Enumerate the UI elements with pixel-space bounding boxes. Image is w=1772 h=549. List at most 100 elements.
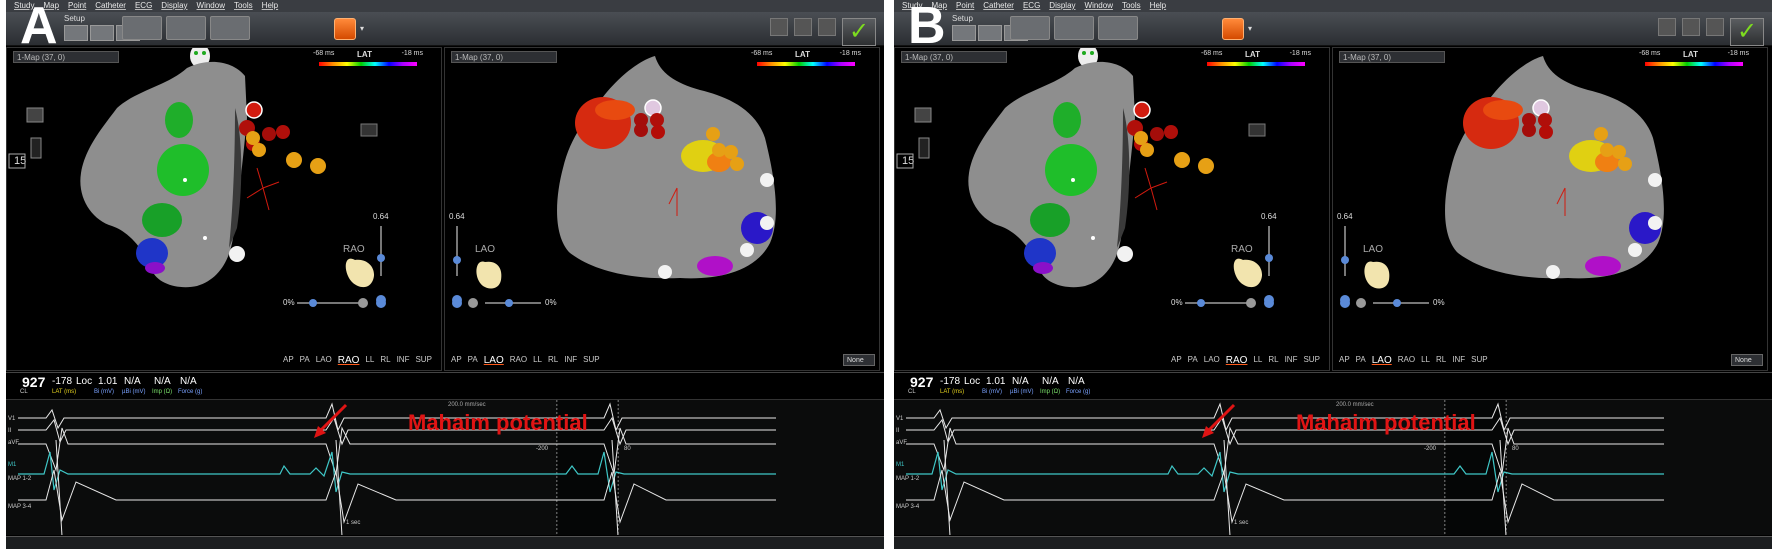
view-inf[interactable]: INF	[1284, 355, 1298, 364]
view-lao[interactable]: LAO	[1203, 355, 1220, 364]
micro-bipolar-value: N/A	[1012, 376, 1029, 387]
view-sup[interactable]: SUP	[1303, 355, 1320, 364]
view-sup[interactable]: SUP	[583, 355, 600, 364]
menu-window[interactable]: Window	[1084, 1, 1113, 10]
view-pa[interactable]: PA	[299, 355, 310, 364]
view-ap[interactable]: AP	[1339, 355, 1350, 364]
channel-ii: II	[8, 428, 12, 434]
snapshot-button[interactable]	[1222, 18, 1244, 40]
menu-point[interactable]: Point	[68, 1, 87, 10]
view-sup[interactable]: SUP	[415, 355, 432, 364]
checkmark-icon[interactable]: ✓	[842, 18, 876, 46]
view-lao[interactable]: LAO	[1371, 355, 1392, 366]
lat-min: -68 ms	[1201, 50, 1223, 57]
view-pa[interactable]: PA	[1187, 355, 1198, 364]
view-ll[interactable]: LL	[1253, 355, 1263, 364]
chevron-down-icon[interactable]: ▾	[1248, 24, 1253, 33]
map-selector[interactable]: 1-Map (37, 0)	[1339, 51, 1445, 63]
overlay-dropdown[interactable]: None	[1731, 354, 1763, 366]
view-rao[interactable]: RAO	[1225, 355, 1248, 366]
menu-ecg[interactable]: ECG	[1022, 1, 1041, 10]
view-ap[interactable]: AP	[283, 355, 294, 364]
snapshot-button[interactable]	[334, 18, 356, 40]
view-rl[interactable]: RL	[1436, 355, 1447, 364]
map-view-right[interactable]: 1-Map (37, 0) -68 ms LAT -18 ms	[1332, 47, 1768, 371]
view-rao[interactable]: RAO	[337, 355, 360, 366]
menu-catheter[interactable]: Catheter	[95, 1, 126, 10]
map-selector[interactable]: 1-Map (37, 0)	[13, 51, 119, 63]
toolbar-button-2[interactable]	[90, 25, 114, 41]
view-ap[interactable]: AP	[451, 355, 462, 364]
menu-point[interactable]: Point	[956, 1, 975, 10]
ecg-strip[interactable]: 200.0 mm/sec V1 II aVF M1 MAP 1-2 MAP 3-…	[6, 399, 884, 535]
record-icon[interactable]	[794, 18, 812, 36]
menu-study[interactable]: Study	[14, 1, 35, 10]
anatomy-mesh[interactable]	[1333, 48, 1768, 371]
menu-ecg[interactable]: ECG	[134, 1, 153, 10]
view-sup[interactable]: SUP	[1471, 355, 1488, 364]
menu-help[interactable]: Help	[261, 1, 279, 10]
record-icon[interactable]	[1682, 18, 1700, 36]
map-view-left[interactable]: 1-Map (37, 0) -68 ms LAT -18 ms	[6, 47, 442, 371]
lat-unit: LAT (ms)	[940, 389, 965, 395]
toolbar-button-4[interactable]	[122, 16, 162, 40]
menu-display[interactable]: Display	[1049, 1, 1076, 10]
view-lao[interactable]: LAO	[315, 355, 332, 364]
map-selector[interactable]: 1-Map (37, 0)	[451, 51, 557, 63]
menu-help[interactable]: Help	[1149, 1, 1167, 10]
heart-icon[interactable]	[818, 18, 836, 36]
panel-label: A	[20, 0, 58, 55]
heart-icon[interactable]	[1706, 18, 1724, 36]
view-ll[interactable]: LL	[365, 355, 375, 364]
toolbar-button-5[interactable]	[1054, 16, 1094, 40]
view-rl[interactable]: RL	[1268, 355, 1279, 364]
menu-window[interactable]: Window	[196, 1, 225, 10]
menu-map[interactable]: Map	[931, 1, 948, 10]
toolbar-button-4[interactable]	[1010, 16, 1050, 40]
ecg-scrollbar[interactable]	[894, 536, 1772, 549]
map-view-right[interactable]: 1-Map (37, 0) -68 ms LAT -18 ms	[444, 47, 880, 371]
view-rao[interactable]: RAO	[509, 355, 528, 364]
anatomy-mesh[interactable]: 15	[7, 48, 442, 371]
view-inf[interactable]: INF	[1452, 355, 1466, 364]
lat-label: LAT	[357, 50, 372, 59]
view-rao[interactable]: RAO	[1397, 355, 1416, 364]
impedance-unit: Imp (Ω)	[152, 389, 173, 395]
menu-display[interactable]: Display	[161, 1, 188, 10]
toolbar-button-5[interactable]	[166, 16, 206, 40]
view-ap[interactable]: AP	[1171, 355, 1182, 364]
view-rl[interactable]: RL	[548, 355, 559, 364]
toolbar-button-1[interactable]	[64, 25, 88, 41]
map-selector[interactable]: 1-Map (37, 0)	[901, 51, 1007, 63]
anatomy-mesh[interactable]	[445, 48, 880, 371]
ecg-scrollbar[interactable]	[6, 536, 884, 549]
monitor-icon[interactable]	[770, 18, 788, 36]
menu-study[interactable]: Study	[902, 1, 923, 10]
menu-map[interactable]: Map	[43, 1, 60, 10]
activation-purple	[1585, 256, 1621, 276]
chevron-down-icon[interactable]: ▾	[360, 24, 365, 33]
toolbar-button-2[interactable]	[978, 25, 1002, 41]
activation-green-2	[1045, 144, 1097, 196]
anatomy-mesh[interactable]: 15	[895, 48, 1330, 371]
view-pa[interactable]: PA	[467, 355, 478, 364]
menu-tools[interactable]: Tools	[1121, 1, 1141, 10]
toolbar-button-6[interactable]	[1098, 16, 1138, 40]
view-lao[interactable]: LAO	[483, 355, 504, 366]
view-ll[interactable]: LL	[533, 355, 543, 364]
view-pa[interactable]: PA	[1355, 355, 1366, 364]
ecg-strip[interactable]: 200.0 mm/sec V1 II aVF M1 MAP 1-2 MAP 3-…	[894, 399, 1772, 535]
orientation-label: LAO	[475, 244, 496, 255]
menu-tools[interactable]: Tools	[233, 1, 253, 10]
checkmark-icon[interactable]: ✓	[1730, 18, 1764, 46]
view-rl[interactable]: RL	[380, 355, 391, 364]
monitor-icon[interactable]	[1658, 18, 1676, 36]
toolbar-button-6[interactable]	[210, 16, 250, 40]
overlay-dropdown[interactable]: None	[843, 354, 875, 366]
view-inf[interactable]: INF	[396, 355, 410, 364]
view-inf[interactable]: INF	[564, 355, 578, 364]
menu-catheter[interactable]: Catheter	[983, 1, 1014, 10]
view-ll[interactable]: LL	[1421, 355, 1431, 364]
toolbar-button-1[interactable]	[952, 25, 976, 41]
map-view-left[interactable]: 1-Map (37, 0) -68 ms LAT -18 ms	[894, 47, 1330, 371]
